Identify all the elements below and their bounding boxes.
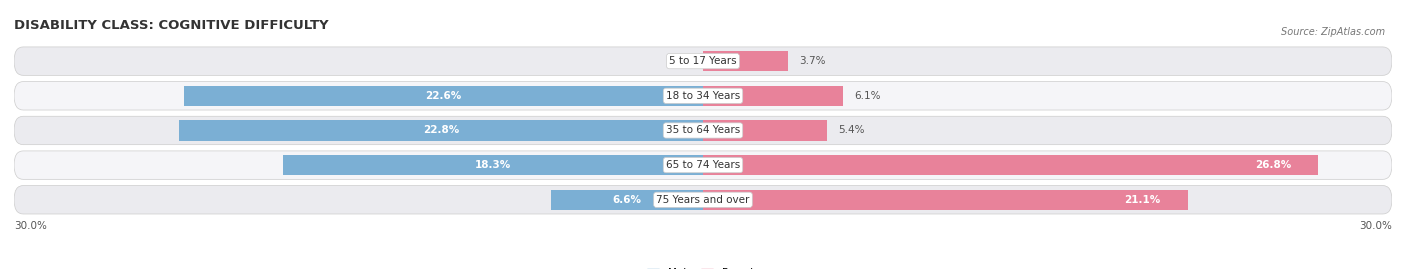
- FancyBboxPatch shape: [14, 151, 1392, 179]
- Text: 5.4%: 5.4%: [838, 125, 865, 136]
- Bar: [703, 155, 1319, 175]
- Text: 3.7%: 3.7%: [800, 56, 825, 66]
- Bar: [180, 121, 703, 140]
- Legend: Male, Female: Male, Female: [647, 268, 759, 269]
- Bar: [703, 51, 787, 71]
- Text: 21.1%: 21.1%: [1123, 195, 1160, 205]
- Bar: [703, 190, 1188, 210]
- Text: 0.0%: 0.0%: [669, 56, 696, 66]
- Bar: [703, 121, 827, 140]
- FancyBboxPatch shape: [14, 47, 1392, 75]
- Text: 22.6%: 22.6%: [426, 91, 461, 101]
- Text: 6.6%: 6.6%: [613, 195, 641, 205]
- Text: 6.1%: 6.1%: [855, 91, 882, 101]
- Text: 30.0%: 30.0%: [14, 221, 46, 231]
- Text: 65 to 74 Years: 65 to 74 Years: [666, 160, 740, 170]
- Text: 26.8%: 26.8%: [1254, 160, 1291, 170]
- Text: 30.0%: 30.0%: [1360, 221, 1392, 231]
- Bar: [703, 86, 844, 106]
- Text: 75 Years and over: 75 Years and over: [657, 195, 749, 205]
- FancyBboxPatch shape: [14, 82, 1392, 110]
- Bar: [551, 190, 703, 210]
- Text: DISABILITY CLASS: COGNITIVE DIFFICULTY: DISABILITY CLASS: COGNITIVE DIFFICULTY: [14, 19, 329, 32]
- FancyBboxPatch shape: [14, 186, 1392, 214]
- FancyBboxPatch shape: [14, 116, 1392, 145]
- Bar: [283, 155, 703, 175]
- Text: 35 to 64 Years: 35 to 64 Years: [666, 125, 740, 136]
- Bar: [184, 86, 703, 106]
- Text: 5 to 17 Years: 5 to 17 Years: [669, 56, 737, 66]
- Text: 22.8%: 22.8%: [423, 125, 460, 136]
- Text: 18 to 34 Years: 18 to 34 Years: [666, 91, 740, 101]
- Text: Source: ZipAtlas.com: Source: ZipAtlas.com: [1281, 27, 1385, 37]
- Text: 18.3%: 18.3%: [475, 160, 510, 170]
